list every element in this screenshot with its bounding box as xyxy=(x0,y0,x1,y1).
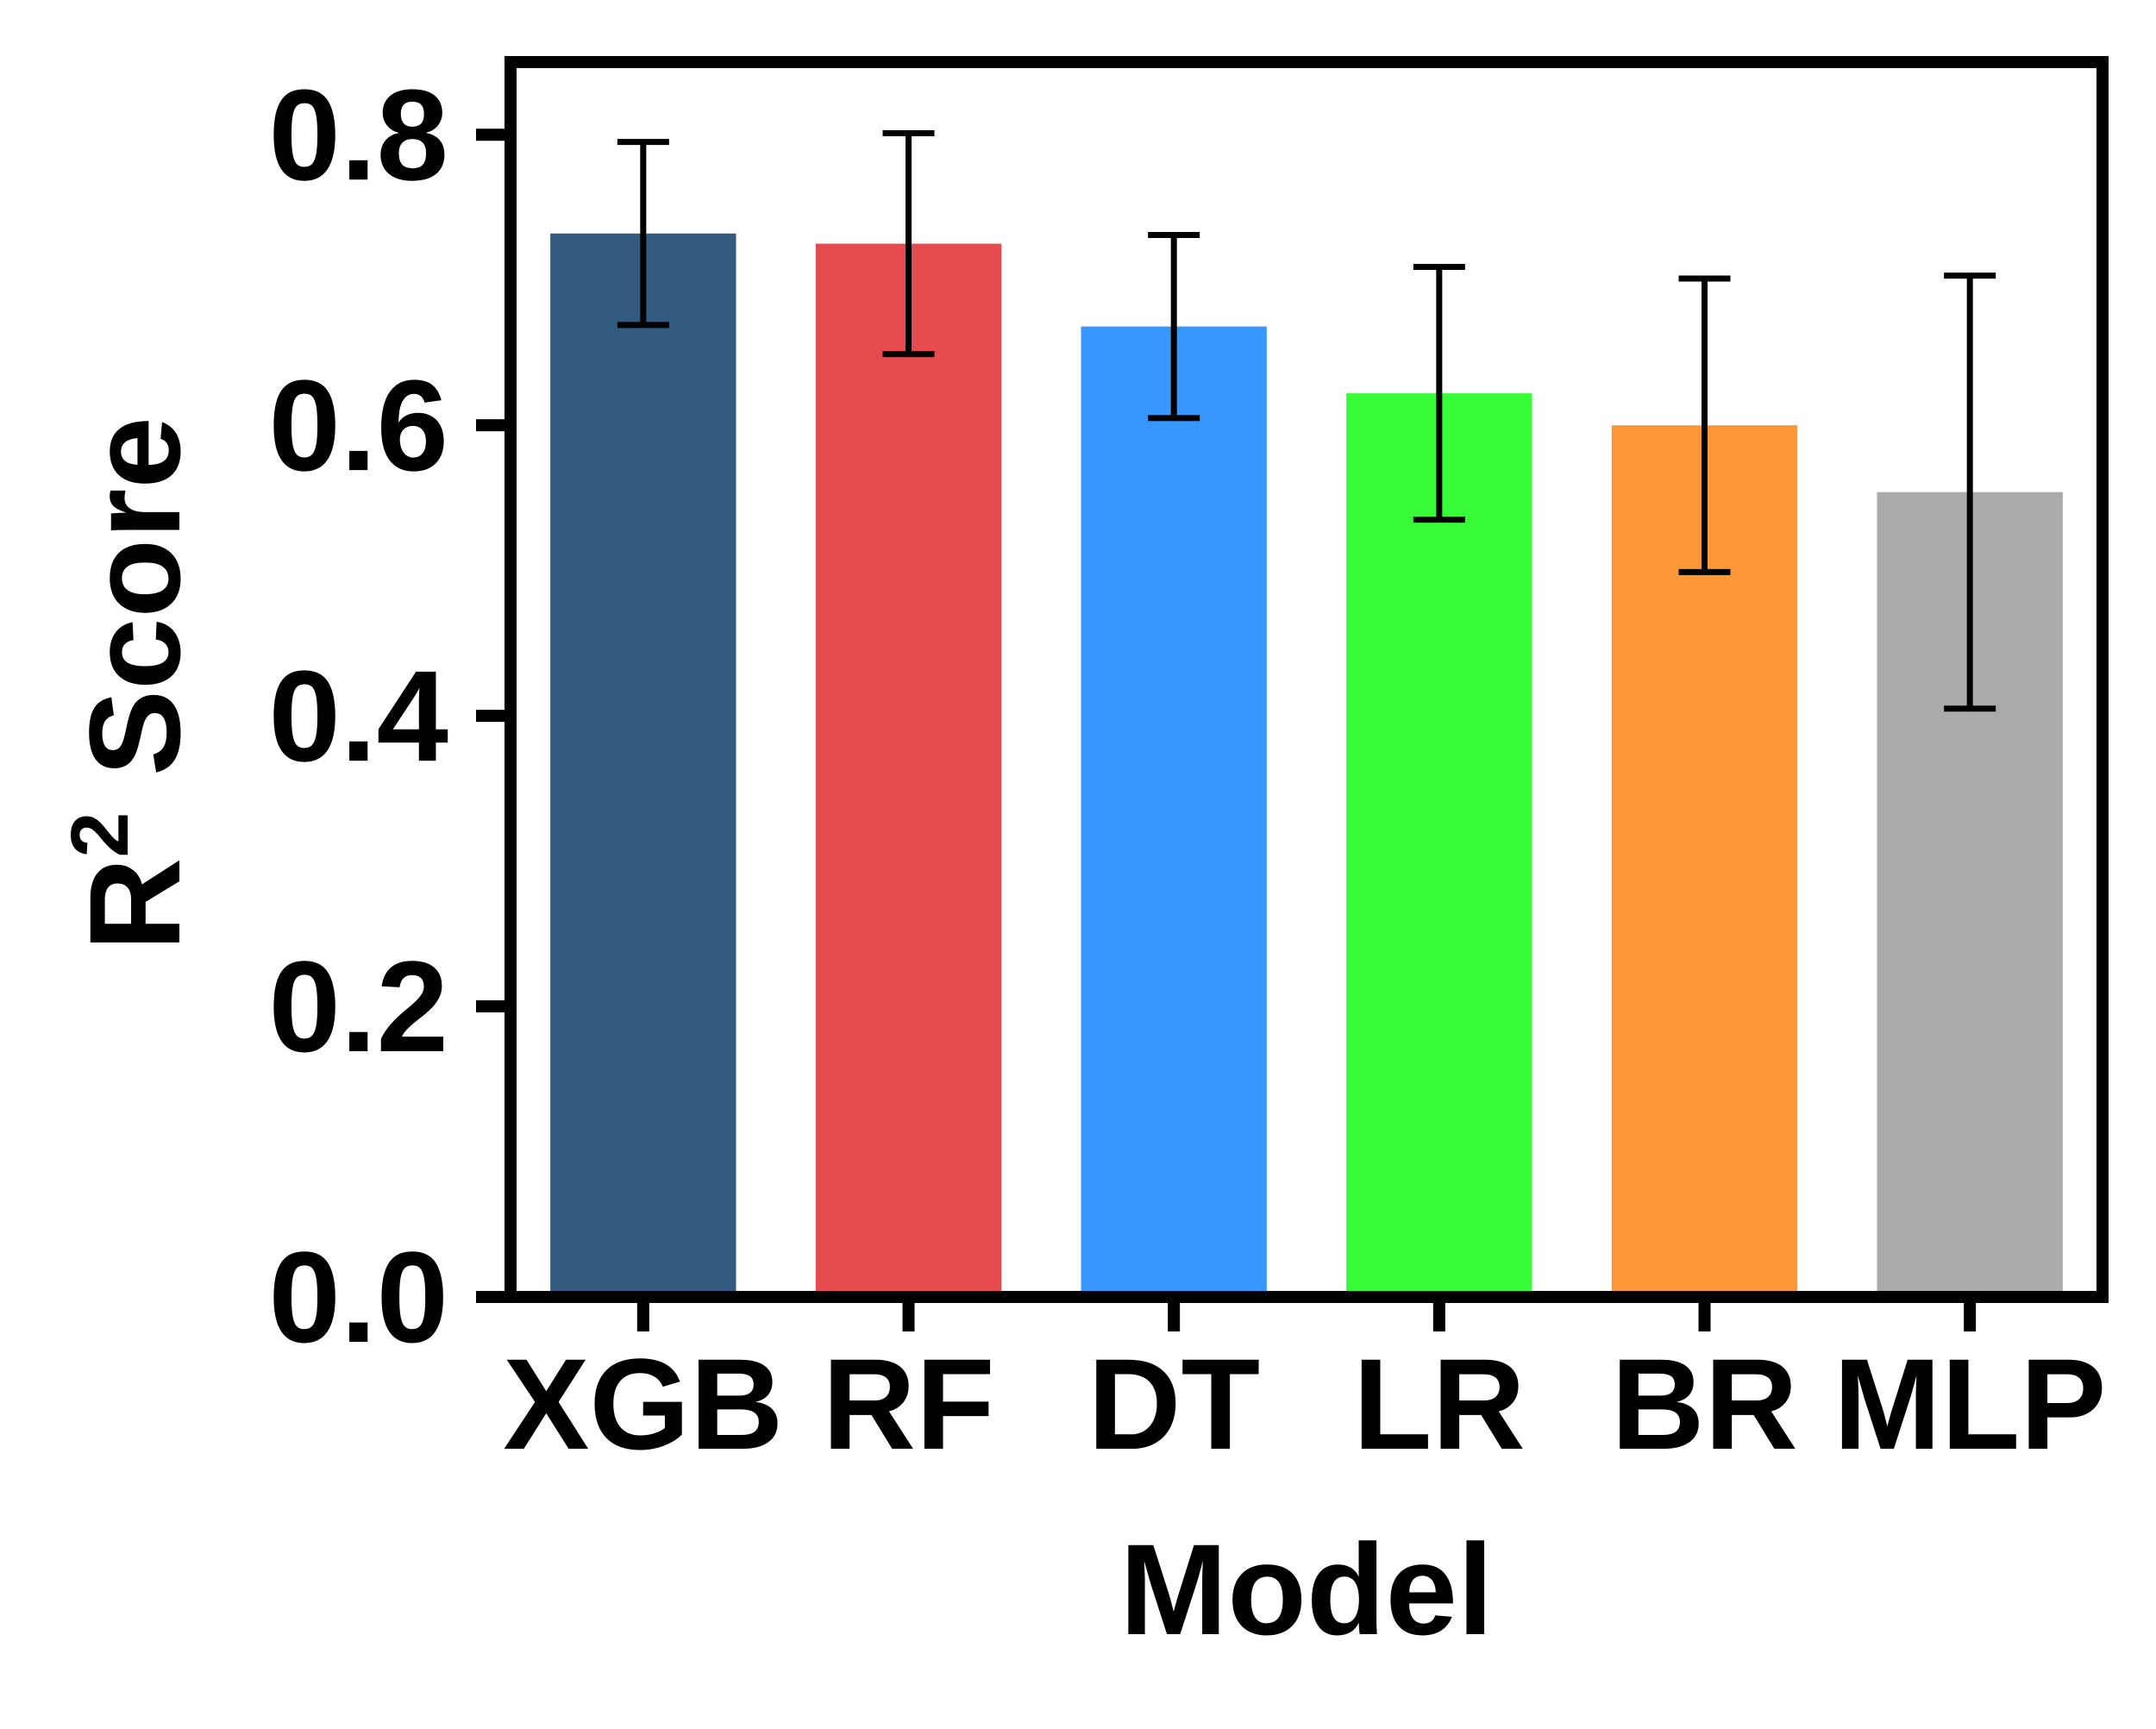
bar-rf xyxy=(815,243,1002,1297)
error-bars-layer xyxy=(617,130,1996,712)
error-bar-xgb xyxy=(617,139,669,329)
y-tick-label-4: 0.8 xyxy=(268,62,448,207)
x-tick-label-xgb: XGB xyxy=(503,1331,783,1476)
x-tick-label-rf: RF xyxy=(823,1331,995,1476)
y-tick-label-2: 0.4 xyxy=(268,643,448,788)
x-tick-label-lr: LR xyxy=(1353,1331,1526,1476)
error-bar-rf xyxy=(882,130,935,358)
x-tick-label-dt: DT xyxy=(1087,1331,1260,1476)
error-bar-mlp xyxy=(1944,273,1996,712)
y-tick-label-0: 0.0 xyxy=(268,1225,448,1369)
y-axis: 0.0 0.2 0.4 0.6 0.8 xyxy=(268,62,511,1369)
y-axis-title: R2 Score xyxy=(54,417,207,951)
x-tick-label-mlp: MLP xyxy=(1833,1331,2107,1476)
error-bar-dt xyxy=(1148,231,1200,422)
bar-lr xyxy=(1346,393,1532,1298)
bar-xgb xyxy=(550,233,736,1297)
bars-layer xyxy=(550,233,2063,1298)
bar-dt xyxy=(1081,326,1267,1298)
error-bar-lr xyxy=(1413,264,1465,523)
y-tick-label-3: 0.6 xyxy=(268,353,448,498)
error-bar-br xyxy=(1678,275,1731,575)
plot-frame xyxy=(505,56,2109,1303)
x-axis-title: Model xyxy=(1119,1517,1493,1662)
y-axis-title-main: R xyxy=(62,858,207,951)
x-axis: XGB RF DT LR BR MLP xyxy=(503,1297,2106,1476)
y-axis-title-superscript: 2 xyxy=(54,812,146,858)
y-axis-title-suffix: Score xyxy=(62,417,207,812)
x-tick-label-br: BR xyxy=(1611,1331,1798,1476)
y-tick-label-1: 0.2 xyxy=(268,934,448,1079)
